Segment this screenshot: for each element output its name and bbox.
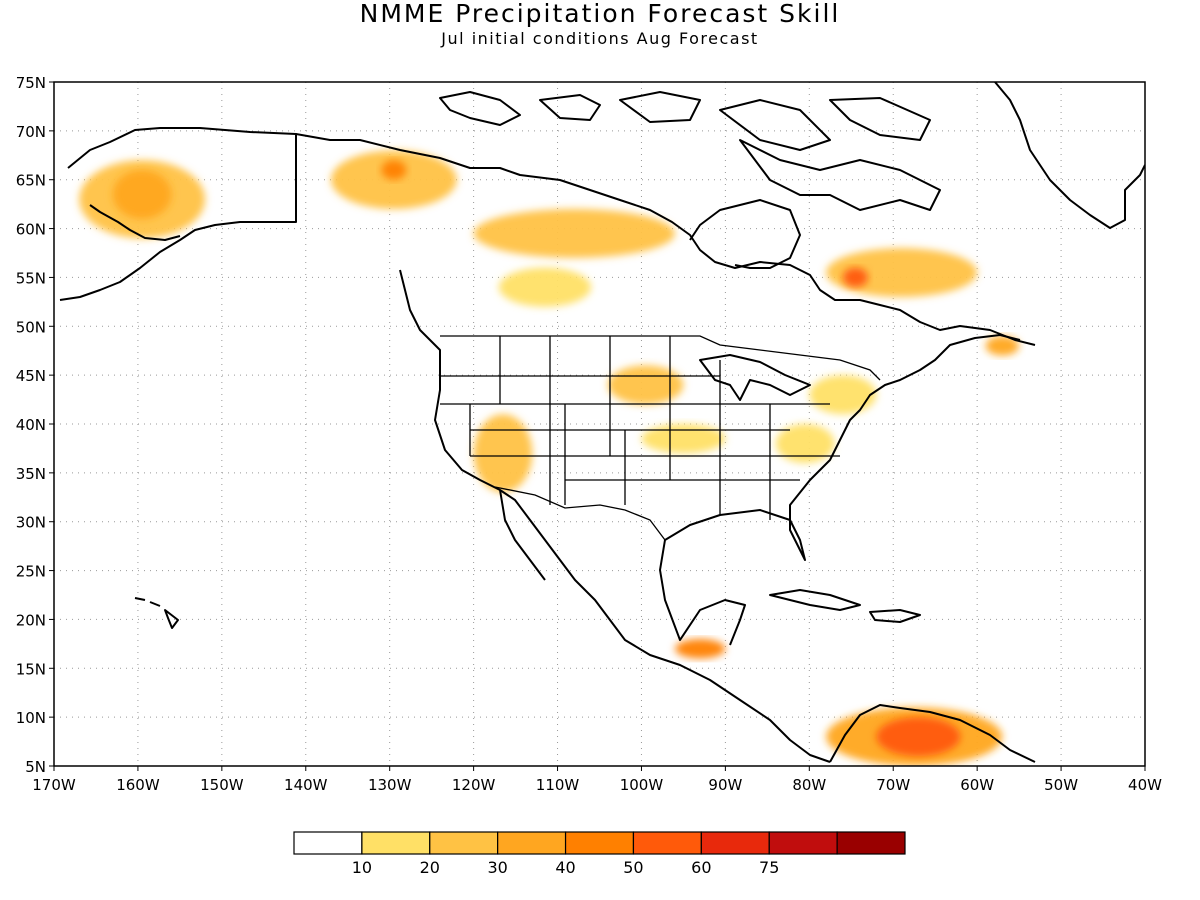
lat-tick-label: 55N <box>16 269 46 287</box>
skill-region-hudson-east <box>826 248 978 297</box>
skill-region-great-lakes <box>809 375 877 415</box>
lon-tick-label: 90W <box>708 776 742 794</box>
colorbar-swatch <box>361 831 431 855</box>
longitude-labels: 170W 160W 150W 140W 130W 120W 110W 100W 90W 80W 70… <box>32 766 1162 794</box>
colorbar-label: 75 <box>759 858 779 877</box>
lat-tick-label: 25N <box>16 563 46 581</box>
colorbar: 10 20 30 40 50 60 75 <box>293 831 906 877</box>
skill-region-yukon-peak <box>381 160 407 180</box>
colorbar-label: 10 <box>352 858 372 877</box>
colorbar-label: 50 <box>623 858 643 877</box>
gulf-atlantic-coast <box>659 334 1021 646</box>
lon-tick-label: 80W <box>792 776 826 794</box>
lon-tick-label: 70W <box>876 776 910 794</box>
colorbar-swatch <box>700 831 770 855</box>
baja-coast <box>499 489 546 581</box>
skill-region-nw-territories <box>473 209 676 258</box>
coastlines <box>59 82 1145 763</box>
lon-tick-label: 140W <box>284 776 328 794</box>
colorbar-swatch <box>564 831 635 855</box>
hudson-bay-coast <box>689 199 801 269</box>
canada-arctic-coast <box>295 133 1036 346</box>
skill-region-newfoundland <box>985 336 1020 356</box>
skill-region-ohio-valley <box>775 424 835 464</box>
skill-region-quebec-peak <box>842 267 869 288</box>
skill-region-yukon <box>330 150 457 210</box>
skill-shading <box>79 150 1020 766</box>
colorbar-swatch <box>768 831 838 855</box>
lat-tick-label: 40N <box>16 416 46 434</box>
arctic-islands <box>439 91 941 211</box>
lat-tick-label: 70N <box>16 123 46 141</box>
lat-tick-label: 20N <box>16 611 46 629</box>
skill-region-central-plains <box>641 424 726 454</box>
skill-region-venezuela-peak <box>876 717 961 757</box>
skill-region-northern-plains <box>607 365 684 405</box>
colorbar-label: 30 <box>487 858 507 877</box>
skill-region-yucatan-gulf <box>675 638 726 659</box>
hawaii <box>134 597 179 629</box>
map-title: NMME Precipitation Forecast Skill <box>359 0 841 28</box>
political-borders <box>295 134 881 541</box>
map-subtitle: Jul initial conditions Aug Forecast <box>441 29 759 48</box>
lon-tick-label: 160W <box>116 776 160 794</box>
skill-region-alaska-core <box>112 169 172 219</box>
lat-tick-label: 5N <box>25 758 46 776</box>
lat-tick-label: 35N <box>16 465 46 483</box>
colorbar-swatch <box>836 831 906 855</box>
lon-tick-label: 40W <box>1128 776 1162 794</box>
colorbar-swatch <box>497 831 567 855</box>
lat-tick-label: 65N <box>16 172 46 190</box>
lat-tick-label: 30N <box>16 514 46 532</box>
colorbar-label: 20 <box>420 858 440 877</box>
south-america-coast <box>829 704 1036 763</box>
lon-tick-label: 100W <box>620 776 664 794</box>
latitude-labels: 5N 10N 15N 20N 25N 30N 35N 40N 45N 50N 55N 60N 65N 70… <box>16 74 54 776</box>
great-lakes <box>699 354 811 401</box>
skill-region-prairie <box>498 267 592 307</box>
lon-tick-label: 170W <box>32 776 76 794</box>
lat-tick-label: 60N <box>16 221 46 239</box>
colorbar-swatch <box>293 831 363 855</box>
colorbar-label: 40 <box>555 858 575 877</box>
lat-tick-label: 15N <box>16 660 46 678</box>
lon-tick-label: 50W <box>1044 776 1078 794</box>
skill-region-nevada-arizona <box>473 414 533 493</box>
lat-tick-label: 75N <box>16 74 46 92</box>
lon-tick-label: 110W <box>536 776 580 794</box>
colorbar-swatch <box>429 831 499 855</box>
us-canada-border <box>440 335 881 381</box>
colorbar-label: 60 <box>691 858 711 877</box>
map-frame <box>53 81 1146 767</box>
lon-tick-label: 150W <box>200 776 244 794</box>
state-lines <box>440 336 840 520</box>
colorbar-swatch <box>632 831 702 855</box>
us-mexico-border <box>494 486 666 541</box>
alaska-coast <box>59 127 297 301</box>
lat-tick-label: 10N <box>16 709 46 727</box>
hispaniola <box>869 609 921 623</box>
lon-tick-label: 130W <box>368 776 412 794</box>
lon-tick-label: 120W <box>452 776 496 794</box>
greenland-coast <box>994 82 1145 229</box>
cuba <box>769 589 861 611</box>
lat-tick-label: 50N <box>16 318 46 336</box>
lon-tick-label: 60W <box>960 776 994 794</box>
lat-tick-label: 45N <box>16 367 46 385</box>
pacific-coast <box>399 269 831 763</box>
lat-lon-grid <box>54 82 1145 766</box>
